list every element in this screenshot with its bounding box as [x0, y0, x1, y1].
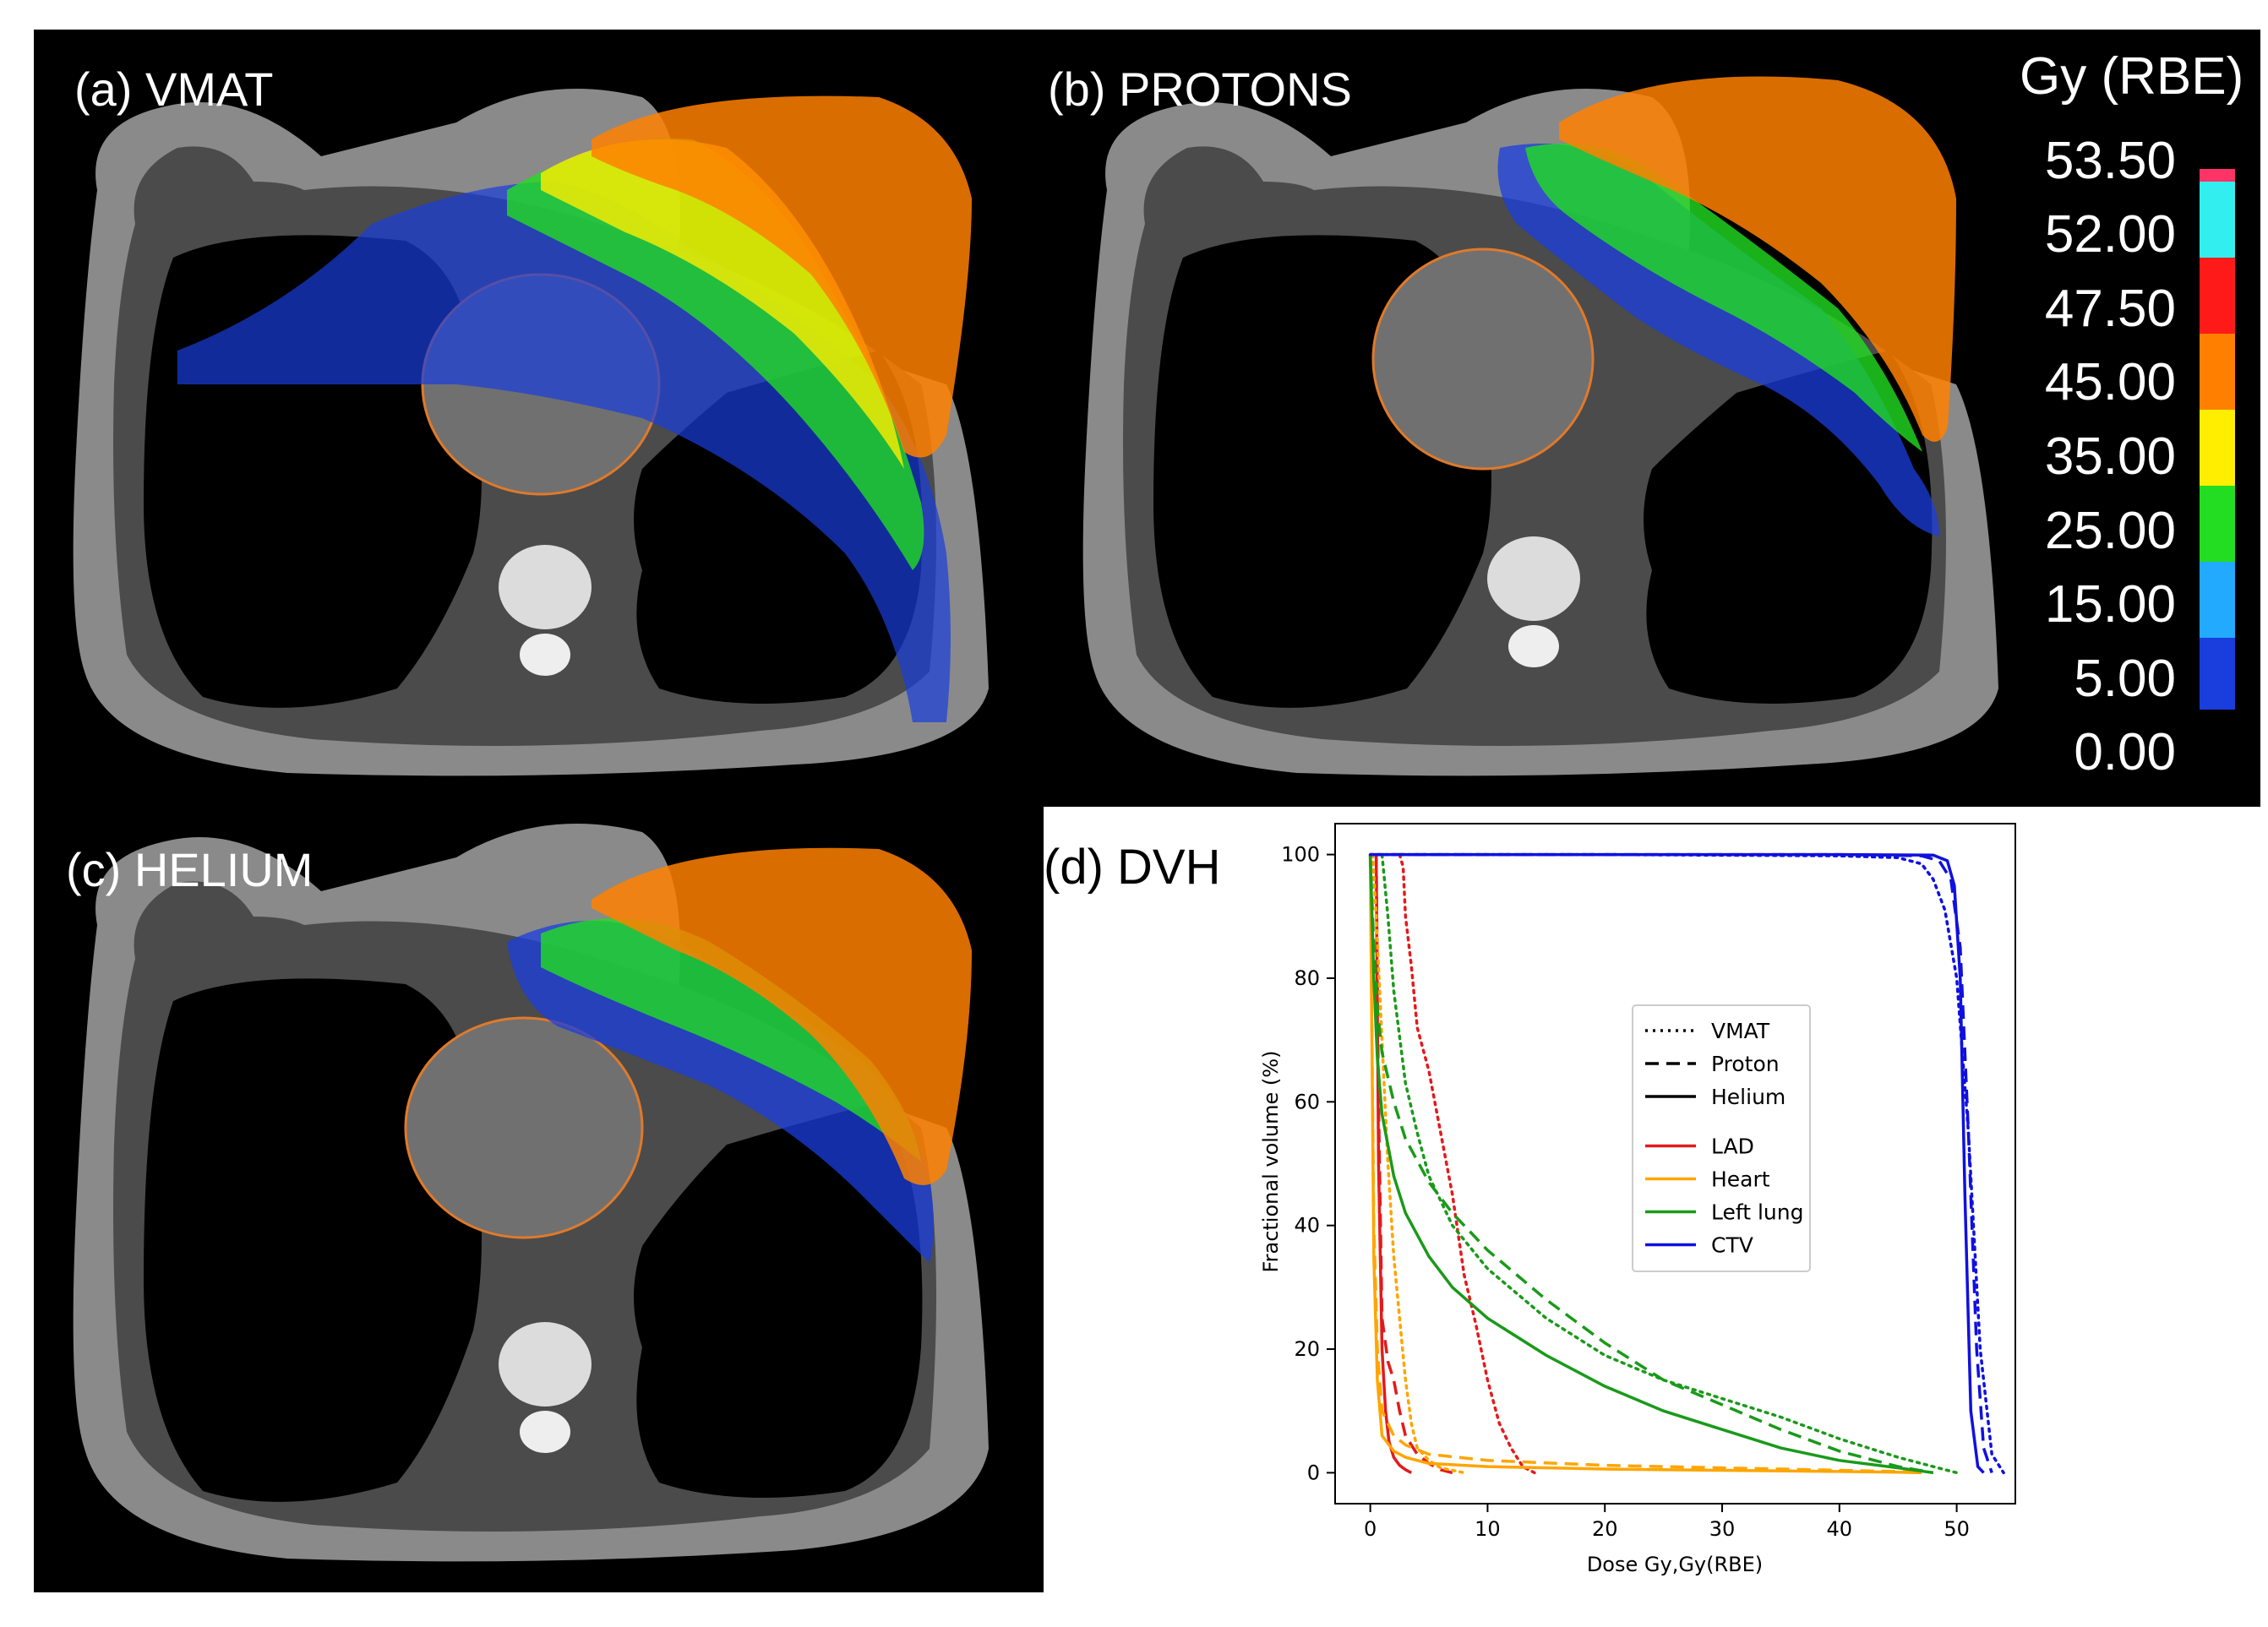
protons-ct-slice [1082, 76, 1998, 776]
series-line-ctv-vmat [1368, 852, 2005, 1475]
colorbar-segment [2200, 562, 2235, 638]
colorbar-segment [2200, 638, 2235, 710]
colorbar-segment [2200, 486, 2235, 562]
x-tick-label: 10 [1475, 1517, 1501, 1541]
series-line-heart-vmat [1371, 852, 1466, 1475]
x-axis-label: Dose Gy,Gy(RBE) [1587, 1553, 1763, 1576]
helium-panel-label: (c) HELIUM [66, 843, 313, 896]
vmat-panel: (a) VMAT [34, 30, 1044, 807]
legend-label: CTV [1711, 1233, 1753, 1258]
colorbar-segment [2200, 258, 2235, 334]
legend-label: LAD [1711, 1135, 1754, 1159]
colorbar-label: 52.00 [2044, 205, 2176, 264]
helium-panel: (c) HELIUM [34, 807, 1044, 1592]
vmat-panel-label: (a) VMAT [74, 63, 274, 116]
colorbar-label: 5.00 [2074, 650, 2176, 708]
legend-label: Heart [1711, 1167, 1770, 1192]
legend-label: Helium [1711, 1085, 1786, 1109]
legend-label: Proton [1711, 1052, 1780, 1076]
colorbar-label: 35.00 [2044, 427, 2176, 486]
series-line-lad-vmat [1398, 852, 1536, 1475]
vmat-ct-slice [73, 89, 990, 776]
colorbar-segment [2200, 334, 2235, 410]
colorbar-segment [2200, 410, 2235, 486]
x-tick-label: 40 [1827, 1517, 1853, 1541]
legend-label: VMAT [1711, 1019, 1770, 1043]
dvh-panel-label: (d) DVH [1044, 840, 1221, 895]
y-tick-label: 40 [1294, 1214, 1320, 1238]
y-tick-label: 60 [1294, 1090, 1320, 1113]
axis-layer: 0 10 20 30 40 50 0 20 40 60 80 100 [1281, 843, 1970, 1541]
colorbar-label: 45.00 [2044, 353, 2176, 411]
series-line-ctv-helium [1370, 852, 1985, 1474]
series-line-left-lung-helium [1368, 854, 1934, 1475]
legend: VMAT Proton Helium LAD Heart Left lung CTV [1632, 1004, 1811, 1272]
protons-panel-label: (b) PROTONS [1048, 63, 1352, 116]
series-line-left-lung-vmat [1380, 852, 1959, 1475]
y-axis-label: Fractional volume (%) [1259, 1051, 1283, 1273]
x-tick-label: 30 [1709, 1517, 1736, 1541]
dvh-panel: (d) DVH 0 10 20 30 40 50 0 20 40 60 80 100 Dose Gy,… [1044, 807, 2260, 1592]
x-tick-label: 50 [1944, 1517, 1970, 1541]
y-tick-label: 80 [1294, 966, 1320, 990]
colorbar-label: 15.00 [2044, 575, 2176, 634]
y-tick-label: 20 [1294, 1337, 1320, 1361]
y-tick-label: 0 [1307, 1461, 1320, 1484]
colorbar-label: 25.00 [2044, 502, 2176, 560]
colorbar-segment [2200, 169, 2235, 182]
colorbar-label: 0.00 [2074, 723, 2176, 781]
x-tick-label: 0 [1364, 1517, 1377, 1541]
colorbar-title: Gy (RBE) [2020, 47, 2244, 106]
series-line-lad-helium [1374, 854, 1413, 1474]
colorbar-label: 53.50 [2044, 132, 2176, 190]
legend-label: Left lung [1711, 1200, 1804, 1225]
series-line-left-lung-proton [1368, 854, 1934, 1475]
series-layer [1368, 852, 2005, 1475]
legend-box [1632, 1004, 1811, 1272]
x-tick-label: 20 [1592, 1517, 1618, 1541]
helium-ct-slice [73, 824, 990, 1562]
colorbar-segment [2200, 182, 2235, 258]
series-line-heart-helium [1368, 854, 1922, 1475]
colorbar-label: 47.50 [2044, 280, 2176, 338]
y-tick-label: 100 [1281, 843, 1320, 867]
protons-panel: (b) PROTONS Gy (RBE) 53.50 52.00 47.50 4… [1044, 30, 2260, 807]
